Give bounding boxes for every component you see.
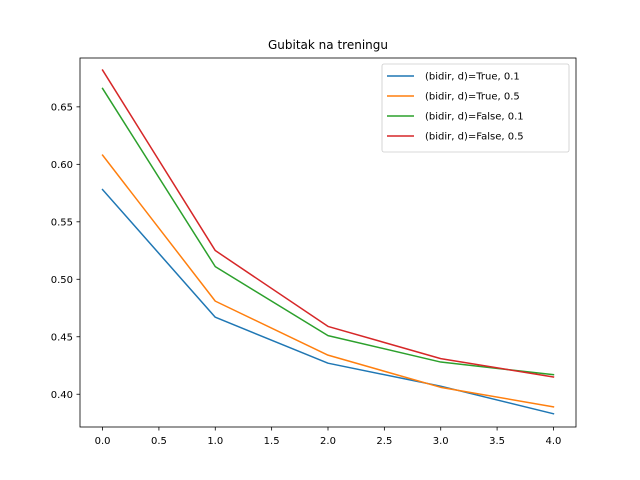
series-line-1	[101, 188, 555, 415]
legend-box	[381, 63, 570, 153]
legend-label: (bidir, d)=False, 0.1	[425, 112, 524, 123]
x-tick-label: 1.5	[264, 436, 280, 447]
x-tick-label: 3.0	[433, 436, 449, 447]
legend-label: (bidir, d)=True, 0.5	[425, 92, 520, 103]
series-lines	[101, 69, 555, 415]
legend: (bidir, d)=True, 0.1 (bidir, d)=True, 0.5…	[381, 63, 570, 153]
y-axis: 0.40 0.45 0.50 0.55 0.60 0.65	[51, 102, 80, 401]
legend-label: (bidir, d)=True, 0.1	[425, 72, 520, 83]
x-tick-label: 4.0	[546, 436, 562, 447]
y-tick-label: 0.60	[51, 160, 73, 171]
x-tick-label: 0.0	[95, 436, 111, 447]
x-tick-label: 1.0	[207, 436, 223, 447]
series-line-4	[101, 69, 555, 378]
y-tick-label: 0.45	[51, 332, 73, 343]
chart-title: Gubitak na treningu	[268, 38, 388, 52]
series-line-2	[101, 154, 555, 408]
x-tick-label: 0.5	[151, 436, 167, 447]
y-tick-label: 0.50	[51, 275, 73, 286]
x-tick-label: 2.0	[320, 436, 336, 447]
x-tick-label: 2.5	[376, 436, 392, 447]
y-tick-label: 0.40	[51, 390, 73, 401]
x-tick-label: 3.5	[489, 436, 505, 447]
series-line-3	[101, 87, 555, 376]
plot-area-frame	[79, 57, 577, 428]
y-tick-label: 0.65	[51, 102, 73, 113]
y-tick-label: 0.55	[51, 217, 73, 228]
legend-label: (bidir, d)=False, 0.5	[425, 132, 524, 143]
x-axis: 0.0 0.5 1.0 1.5 2.0 2.5 3.0 3.5 4.0	[95, 427, 562, 447]
